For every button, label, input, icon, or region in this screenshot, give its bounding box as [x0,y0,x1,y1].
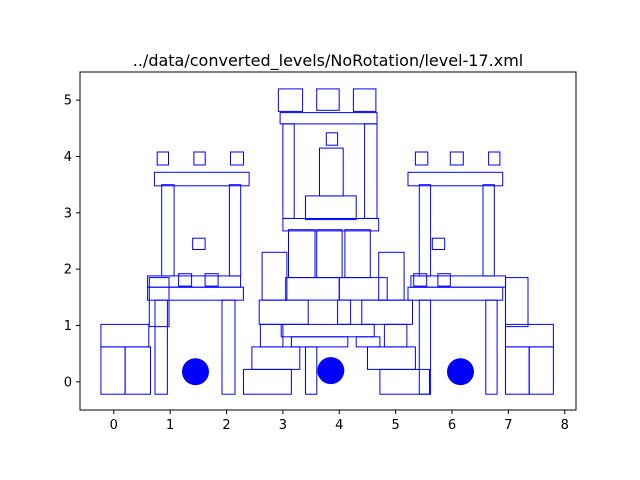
y-tick-label-5: 5 [64,94,72,109]
block-20 [407,171,504,187]
y-tick-label-3: 3 [64,206,72,221]
block-7 [147,275,242,288]
block-40 [280,323,375,338]
plot-area-frame [79,71,577,411]
pig-1 [317,357,345,385]
y-tick-label-4: 4 [64,150,72,165]
chart-title: ../data/converted_levels/NoRotation/leve… [133,51,523,71]
plot-marks [100,88,554,395]
block-53 [344,229,371,279]
pig-2 [447,358,474,386]
x-tick-label-8: 8 [561,418,569,433]
block-9 [204,273,219,287]
block-62 [316,88,340,111]
block-63 [352,88,377,112]
block-61 [277,88,304,112]
block-12 [228,184,242,277]
y-tick-label-2: 2 [64,263,72,278]
x-tick-label-2: 2 [222,418,230,433]
block-41 [305,346,318,395]
block-2 [100,323,150,348]
block-11 [161,184,175,277]
block-14 [156,151,169,166]
block-48 [355,336,381,348]
x-tick-label-4: 4 [335,418,343,433]
block-19 [488,151,501,166]
y-tick-label-1: 1 [64,319,72,334]
block-54 [282,218,380,232]
block-3 [148,277,170,328]
x-tick-label-3: 3 [279,418,287,433]
block-15 [193,151,206,166]
block-13 [153,171,250,187]
block-25 [437,273,451,287]
block-52 [316,229,343,279]
x-tick-label-0: 0 [110,418,118,433]
block-30 [505,277,529,328]
block-24 [413,273,428,287]
block-51 [288,229,316,279]
block-29 [485,299,498,395]
block-10 [192,237,206,250]
x-tick-label-5: 5 [391,418,399,433]
y-tick-label-0: 0 [64,375,72,390]
block-17 [414,151,429,166]
block-60 [279,112,378,125]
block-8 [178,273,193,287]
block-16 [230,151,244,166]
axes: 0 1 2 3 4 5 6 7 8 0 1 2 3 4 5 [64,94,569,433]
block-18 [449,151,464,166]
block-58 [319,147,344,197]
x-tick-label-7: 7 [504,418,512,433]
x-tick-label-6: 6 [448,418,456,433]
block-38 [261,251,288,301]
block-23 [431,237,446,250]
x-tick-label-1: 1 [166,418,174,433]
block-33 [528,346,554,395]
pig-0 [182,358,209,386]
block-47 [378,251,405,301]
block-59 [325,132,339,146]
